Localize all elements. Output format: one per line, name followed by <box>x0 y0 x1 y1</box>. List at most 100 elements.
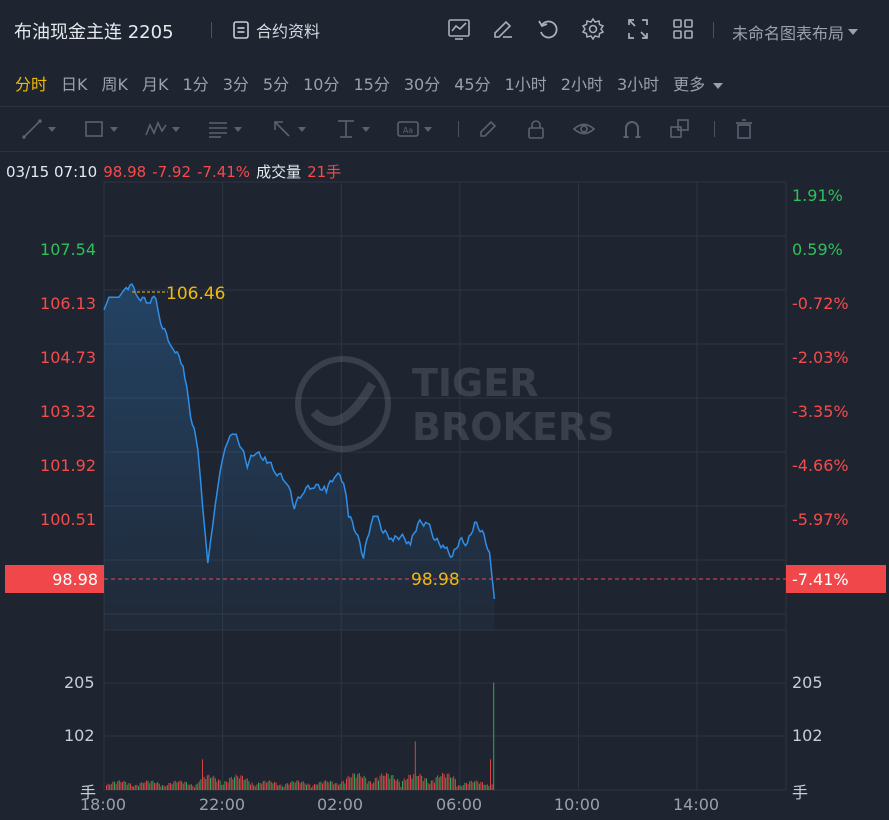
delete-tool[interactable] <box>732 117 756 141</box>
volume-bar <box>410 775 411 790</box>
volume-bar <box>171 784 173 790</box>
tab-45min[interactable]: 45分 <box>454 75 491 94</box>
pattern-tool[interactable] <box>144 117 180 141</box>
volume-bar <box>192 786 194 790</box>
tab-1hour[interactable]: 1小时 <box>504 75 547 94</box>
volume-bar <box>269 780 271 790</box>
volume-bar <box>240 775 242 790</box>
volume-bar <box>253 785 255 790</box>
volume-bar <box>152 780 154 790</box>
tab-5min[interactable]: 5分 <box>262 75 290 94</box>
volume-bar <box>376 777 378 790</box>
undo-icon[interactable] <box>535 16 561 42</box>
tab-3min[interactable]: 3分 <box>222 75 249 94</box>
indicator-chart-icon[interactable] <box>446 16 472 42</box>
chevron-down-icon <box>713 82 724 89</box>
right-axis-label: -3.35% <box>792 402 849 421</box>
volume-axis-label: 205 <box>64 673 95 692</box>
volume-bar <box>219 780 221 790</box>
volume-bar <box>120 782 122 790</box>
divider <box>714 121 715 137</box>
volume-bar <box>163 785 165 790</box>
layout-label: 未命名图表布局 <box>732 24 845 43</box>
volume-bar <box>323 781 325 790</box>
trash-icon <box>736 119 752 139</box>
visibility-tool[interactable] <box>572 117 596 141</box>
volume-bar <box>379 775 381 790</box>
volume-bar <box>307 783 309 790</box>
volume-bar <box>437 775 439 790</box>
volume-bar <box>429 784 431 790</box>
volume-bar <box>472 782 474 790</box>
instrument-title[interactable]: 布油现金主连 2205 <box>14 22 174 43</box>
lock-tool[interactable] <box>524 117 548 141</box>
tab-2hour[interactable]: 2小时 <box>560 75 603 94</box>
time-axis-label: 02:00 <box>317 795 364 814</box>
volume-bar <box>394 779 395 790</box>
fibonacci-tool[interactable] <box>206 117 242 141</box>
volume-bar <box>283 786 285 790</box>
volume-bar <box>400 786 402 790</box>
volume-bar <box>286 783 288 790</box>
volume-bar <box>363 775 365 790</box>
tab-monthly[interactable]: 月K <box>142 75 169 94</box>
magnet-tool[interactable] <box>620 117 644 141</box>
time-axis-label: 14:00 <box>673 795 720 814</box>
chart-grid <box>103 181 787 791</box>
tab-3hour[interactable]: 3小时 <box>616 75 660 94</box>
volume-bar <box>112 781 114 790</box>
volume-bar <box>133 786 135 790</box>
volume-bar <box>274 781 275 790</box>
volume-bar <box>234 777 235 790</box>
volume-bar <box>317 784 319 790</box>
tab-daily[interactable]: 日K <box>61 75 88 94</box>
volume-bar <box>480 781 482 790</box>
contract-info-button[interactable]: 合约资料 <box>232 18 320 42</box>
volume-value: 21手 <box>307 163 342 181</box>
current-price-tag: 98.98 <box>5 565 104 593</box>
rectangle-tool[interactable] <box>82 117 118 141</box>
volume-bar <box>382 775 384 790</box>
trend-line-tool[interactable] <box>20 117 56 141</box>
grid-layout-icon[interactable] <box>670 16 696 42</box>
layout-selector[interactable]: 未命名图表布局 <box>732 20 859 44</box>
tab-more[interactable]: 更多 <box>673 71 724 95</box>
volume-bar <box>208 774 210 790</box>
volume-bar <box>386 772 387 790</box>
volume-bar <box>312 785 314 790</box>
brush-tool[interactable] <box>476 117 500 141</box>
tab-10min[interactable]: 10分 <box>303 75 340 94</box>
volume-bar <box>142 783 144 790</box>
text-tool[interactable]: Aa <box>396 117 432 141</box>
volume-bar <box>298 780 299 790</box>
tab-15min[interactable]: 15分 <box>353 75 390 94</box>
volume-bar <box>349 777 351 790</box>
volume-bar <box>440 776 442 790</box>
edit-icon[interactable] <box>490 16 516 42</box>
layers-tool[interactable] <box>668 117 692 141</box>
fullscreen-icon[interactable] <box>625 16 651 42</box>
volume-bar <box>432 780 434 790</box>
volume-bar <box>381 773 383 790</box>
arrow-tool[interactable] <box>270 117 306 141</box>
tab-30min[interactable]: 30分 <box>403 75 441 94</box>
volume-bars <box>106 682 495 790</box>
volume-bar <box>262 781 264 790</box>
tab-weekly[interactable]: 周K <box>101 75 129 94</box>
volume-bar <box>341 781 343 790</box>
volume-bar <box>443 774 445 790</box>
text-box-icon: Aa <box>397 121 419 137</box>
volume-bar <box>237 776 239 790</box>
volume-bar <box>342 780 344 790</box>
volume-bar <box>147 781 149 790</box>
tab-1min[interactable]: 1分 <box>182 75 209 94</box>
volume-bar <box>245 779 247 790</box>
volume-bar <box>318 782 320 790</box>
gear-icon[interactable] <box>580 16 606 42</box>
tiger-logo-stripe <box>310 381 376 426</box>
tab-intraday[interactable]: 分时 <box>15 75 48 94</box>
volume-bar <box>414 741 416 790</box>
volume-bar <box>358 773 360 790</box>
measure-tool[interactable] <box>334 117 370 141</box>
